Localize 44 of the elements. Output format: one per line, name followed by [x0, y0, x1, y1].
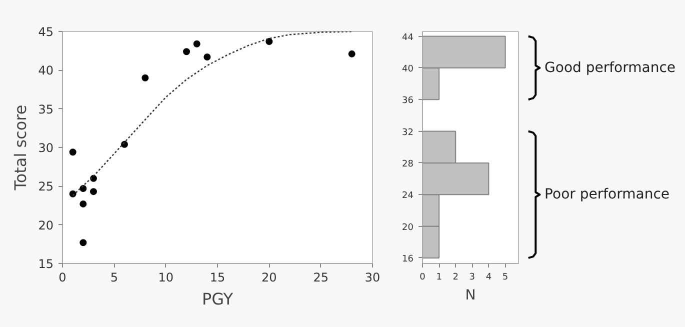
x-tick-label: 10: [158, 270, 174, 284]
y-tick-label: 20: [402, 222, 414, 233]
y-tick-label: 20: [38, 218, 54, 232]
point: [193, 40, 200, 48]
y-tick-label: 24: [402, 191, 414, 202]
x-tick-label: 2: [452, 272, 458, 282]
y-tick-label: 40: [38, 64, 54, 78]
x-tick-label: 4: [486, 272, 492, 282]
x-tick-label: 25: [313, 270, 328, 284]
text: Good performance: [544, 60, 676, 76]
y-tick-label: 40: [402, 64, 414, 74]
point: [80, 200, 87, 208]
y-tick-label: 25: [38, 180, 54, 194]
y-tick-label: 28: [402, 159, 414, 170]
y-tick-label: 36: [402, 96, 414, 106]
y-tick-label: 30: [38, 141, 54, 155]
point: [90, 188, 97, 196]
x-tick-label: 20: [262, 270, 277, 284]
x-tick-label: 0: [58, 270, 66, 284]
point: [348, 50, 356, 58]
x-tick-label: 5: [502, 272, 508, 282]
point: [183, 48, 190, 56]
y-tick-label: 15: [38, 257, 54, 271]
y-tick-label: 45: [38, 25, 54, 39]
x-tick-label: 5: [110, 270, 118, 284]
text: Poor performance: [544, 186, 670, 203]
x-axis-title: PGY: [202, 290, 234, 308]
point: [80, 239, 87, 246]
point: [204, 54, 211, 61]
x-axis-title: N: [465, 288, 476, 304]
point: [142, 74, 149, 82]
y-axis-title: Total score: [11, 104, 30, 192]
point: [69, 148, 76, 156]
x-tick-label: 15: [210, 270, 226, 284]
y-tick-label: 44: [402, 32, 414, 43]
x-tick-label: 3: [469, 272, 476, 282]
y-tick-label: 16: [402, 254, 414, 264]
x-tick-label: 30: [364, 270, 380, 284]
y-tick-label: 35: [38, 102, 54, 116]
x-tick-label: 0: [420, 272, 426, 282]
x-tick-label: 1: [436, 272, 442, 282]
point: [266, 38, 273, 46]
point: [121, 140, 128, 148]
y-tick-label: 32: [402, 128, 414, 138]
